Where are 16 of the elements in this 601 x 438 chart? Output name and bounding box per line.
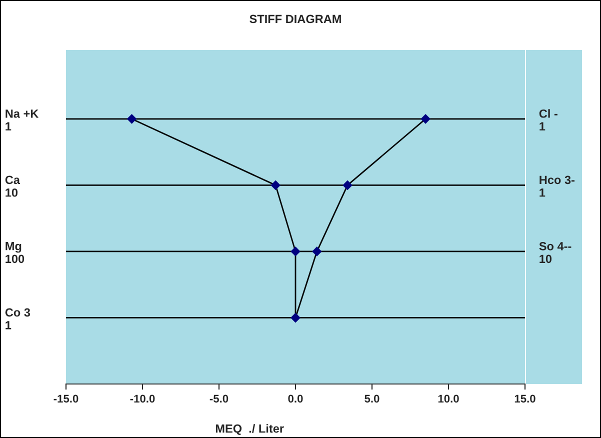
y2-tick-label: So 4-- 10 [539,242,572,264]
x-tick-label: 0.0 [288,394,303,403]
y2-tick-label: Hco 3- 1 [540,176,574,197]
x-tick-label: -10.0 [130,394,155,403]
chart-title: STIFF DIAGRAM [250,14,341,24]
x-tick-label: -5.0 [210,394,228,403]
y-tick-label: Co 3 1 [5,308,30,330]
y-tick-label: Na +K 1 [6,110,39,130]
y-tick-label: Mg 100 [6,242,24,264]
y2-tick-label: Cl - 1 [539,109,558,130]
x-axis-title: MEQ ./ Liter [216,424,284,435]
x-tick-label: 15.0 [514,394,536,403]
x-tick-label: -15.0 [54,394,78,403]
y-tick-label: Ca 10 [5,176,20,197]
x-tick-label: 10.0 [438,394,459,403]
x-tick-label: 5.0 [364,394,380,403]
